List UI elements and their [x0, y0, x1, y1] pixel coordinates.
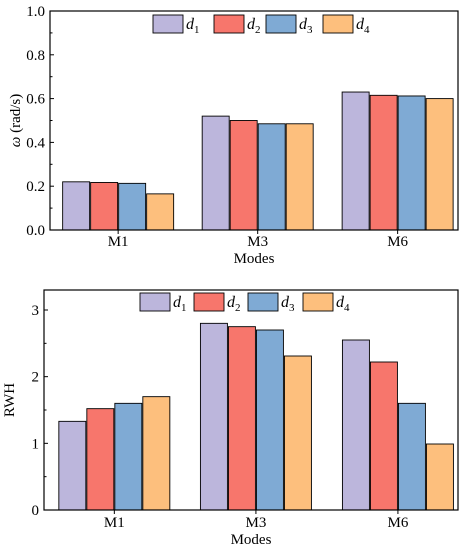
x-tick-label: M6 — [387, 234, 408, 250]
legend-label-d4: d4 — [336, 294, 350, 314]
y-tick-label: 0.6 — [26, 92, 45, 108]
y-tick-label: 1.0 — [26, 4, 45, 20]
legend-label-d2: d2 — [247, 16, 261, 36]
plot-frame — [49, 10, 459, 231]
y-tick-label: 0 — [32, 503, 40, 519]
omega-chart: M1 M3 M6 0.0 0.2 0.4 0.6 0.8 1.0 Modes ω (rad/s) d1… — [8, 4, 459, 267]
y-tick-label: 0.2 — [26, 179, 45, 195]
legend-swatch-d2 — [213, 14, 245, 34]
y-axis-title: RWH — [2, 383, 18, 417]
legend-swatch-d2 — [193, 292, 225, 312]
bar-m6-d4 — [425, 98, 454, 231]
bar-m6-d3 — [397, 402, 426, 511]
legend-label-d2: d2 — [227, 294, 241, 314]
legend-label-d1: d1 — [173, 294, 187, 314]
bar-m3-d3 — [255, 329, 284, 511]
bar-m3-d2 — [229, 120, 258, 231]
legend-label-d1: d1 — [186, 16, 200, 36]
bar-m3-d4 — [283, 355, 312, 511]
legend-label-d4: d4 — [356, 16, 370, 36]
bar-m3-d1 — [199, 322, 228, 511]
bar-m6-d3 — [397, 95, 426, 231]
bar-m6-d1 — [341, 339, 370, 511]
legend-label-d3: d3 — [281, 294, 295, 314]
bar-m3-d1 — [201, 115, 230, 231]
plot-frame — [43, 289, 459, 511]
y-axis-title: ω (rad/s) — [8, 94, 24, 148]
x-axis-title: Modes — [234, 251, 275, 267]
x-tick-label: M1 — [108, 234, 129, 250]
legend-label-d3: d3 — [299, 16, 313, 36]
x-tick-label: M6 — [388, 515, 409, 531]
bar-m6-d2 — [369, 361, 398, 511]
y-tick-label: 2 — [32, 370, 40, 386]
bar-m1-d2 — [90, 182, 119, 231]
bar-m6-d4 — [425, 443, 454, 511]
bar-m6-d1 — [341, 91, 370, 231]
x-tick-label: M3 — [246, 515, 267, 531]
bar-m1-d4 — [142, 396, 171, 511]
bar-m1-d1 — [58, 420, 87, 511]
bar-m1-d1 — [62, 181, 91, 231]
y-tick-label: 0.8 — [26, 48, 45, 64]
legend-swatch-d1 — [152, 14, 184, 34]
bar-m3-d3 — [257, 123, 286, 231]
rwh-chart: M1 M3 M6 0 1 2 3 Modes RWH d1 d2 d3 d4 — [2, 289, 459, 548]
bar-m1-d2 — [86, 408, 115, 511]
bar-m1-d4 — [146, 193, 175, 231]
y-tick-label: 1 — [32, 436, 40, 452]
bar-m6-d2 — [369, 94, 398, 231]
bar-m1-d3 — [118, 182, 147, 231]
y-tick-label: 0.0 — [26, 223, 45, 239]
bar-m3-d2 — [227, 326, 256, 511]
x-tick-label: M1 — [104, 515, 125, 531]
legend-swatch-d4 — [322, 14, 354, 34]
y-tick-label: 0.4 — [26, 135, 45, 151]
legend-swatch-d4 — [302, 292, 334, 312]
legend-swatch-d1 — [139, 292, 171, 312]
bar-m1-d3 — [114, 402, 143, 511]
y-tick-label: 3 — [32, 303, 40, 319]
x-tick-label: M3 — [247, 234, 268, 250]
bar-m3-d4 — [285, 123, 314, 231]
legend-swatch-d3 — [247, 292, 279, 312]
legend-swatch-d3 — [265, 14, 297, 34]
x-axis-title: Modes — [231, 532, 272, 548]
